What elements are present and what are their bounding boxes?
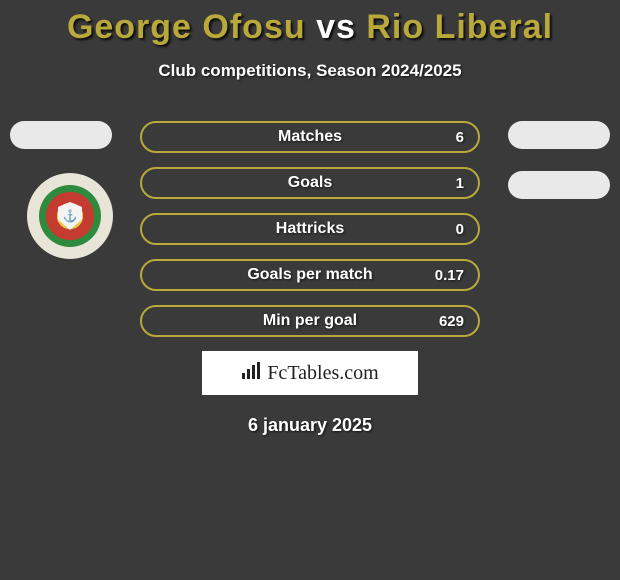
stat-row-min-per-goal: Min per goal 629 bbox=[140, 305, 480, 337]
stat-label: Goals per match bbox=[247, 266, 372, 284]
player2-pill-bottom bbox=[508, 171, 610, 199]
stat-value-right: 6 bbox=[456, 129, 464, 146]
title-player1: George Ofosu bbox=[67, 8, 306, 46]
infographic-container: George Ofosu vs Rio Liberal Club competi… bbox=[0, 0, 620, 436]
chart-icon bbox=[241, 362, 261, 385]
stat-rows: Matches 6 Goals 1 Hattricks 0 Goals per … bbox=[140, 121, 480, 337]
date-text: 6 january 2025 bbox=[0, 415, 620, 436]
badge-ring: ⚓ bbox=[27, 173, 113, 259]
anchor-icon: ⚓ bbox=[63, 209, 78, 223]
page-title: George Ofosu vs Rio Liberal bbox=[0, 8, 620, 47]
stat-row-goals-per-match: Goals per match 0.17 bbox=[140, 259, 480, 291]
subtitle: Club competitions, Season 2024/2025 bbox=[0, 61, 620, 81]
player2-pill-top bbox=[508, 121, 610, 149]
stat-value-right: 629 bbox=[439, 313, 464, 330]
stat-row-hattricks: Hattricks 0 bbox=[140, 213, 480, 245]
branding-box[interactable]: FcTables.com bbox=[202, 351, 418, 395]
club-badge: ⚓ bbox=[27, 173, 113, 259]
stat-label: Goals bbox=[288, 174, 332, 192]
branding-text: FcTables.com bbox=[267, 362, 378, 385]
stat-row-goals: Goals 1 bbox=[140, 167, 480, 199]
stat-value-right: 1 bbox=[456, 175, 464, 192]
stat-row-matches: Matches 6 bbox=[140, 121, 480, 153]
stat-label: Min per goal bbox=[263, 312, 357, 330]
stat-value-right: 0 bbox=[456, 221, 464, 238]
title-vs: vs bbox=[306, 8, 367, 46]
badge-inner: ⚓ bbox=[39, 185, 101, 247]
badge-shield: ⚓ bbox=[58, 202, 82, 230]
stat-value-right: 0.17 bbox=[435, 267, 464, 284]
player1-pill bbox=[10, 121, 112, 149]
title-player2: Rio Liberal bbox=[366, 8, 553, 46]
stat-label: Matches bbox=[278, 128, 342, 146]
stat-label: Hattricks bbox=[276, 220, 344, 238]
body-area: ⚓ Matches 6 Goals 1 Hattricks 0 Goals pe… bbox=[0, 121, 620, 436]
